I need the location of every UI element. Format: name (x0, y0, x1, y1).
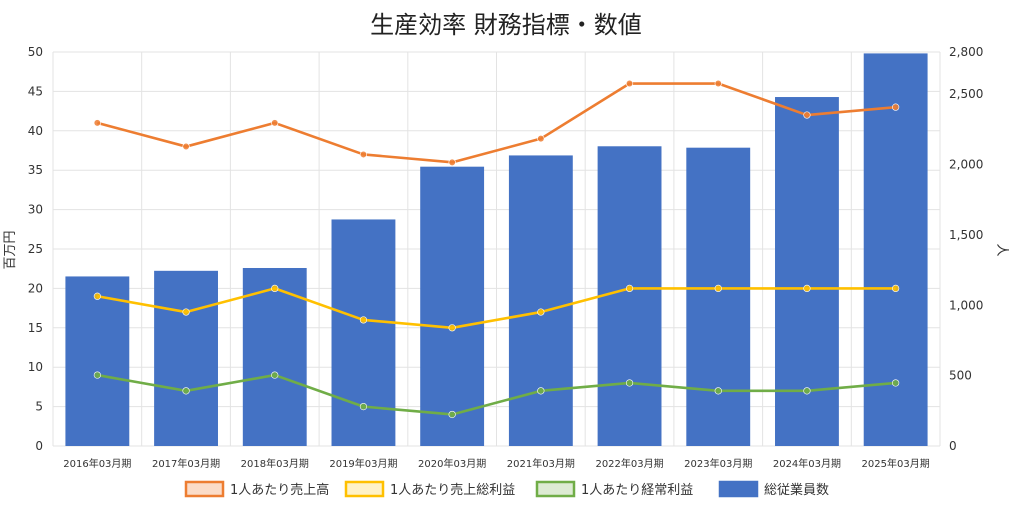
grid (52, 51, 941, 447)
legend-swatch (184, 480, 225, 498)
data-point (448, 158, 456, 166)
data-point (182, 142, 190, 151)
legend-label: 総従業員数 (764, 482, 829, 498)
x-tick-label: 2021年03月期 (507, 457, 575, 470)
y-tick-label: 50 (28, 45, 43, 59)
y-tick-label: 10 (28, 360, 43, 374)
bar (597, 146, 662, 446)
legend-label: 1人あたり売上総利益 (390, 482, 515, 498)
data-point (625, 284, 634, 293)
y2-tick-label: 2,000 (949, 158, 983, 172)
y2-tick-label: 0 (949, 439, 957, 453)
data-point (359, 316, 368, 324)
legend-swatch (344, 480, 385, 498)
legend-swatch (718, 480, 759, 498)
y-tick-label: 45 (28, 84, 43, 98)
data-point (537, 308, 545, 316)
data-point (448, 410, 456, 419)
y-tick-label: 35 (28, 163, 43, 177)
y-tick-label: 40 (28, 124, 43, 138)
y-tick-label: 30 (28, 203, 43, 217)
data-point (537, 135, 545, 143)
chart-title: 生産効率 財務指標・数値 (370, 11, 642, 39)
y-tick-label: 0 (35, 439, 43, 453)
y-tick-label: 15 (28, 321, 43, 335)
data-point (93, 292, 101, 300)
right-axis-ticks: 0 500 1,000 1,500 2,000 2,500 2,800 (949, 45, 983, 453)
data-point (448, 324, 456, 332)
legend-label: 1人あたり売上高 (230, 482, 329, 498)
x-tick-label: 2023年03月期 (684, 457, 752, 470)
bar (420, 166, 485, 447)
legend: 1人あたり売上高 1人あたり売上総利益 1人あたり経常利益 総従業員数 (184, 480, 829, 498)
x-tick-label: 2020年03月期 (418, 457, 486, 470)
y2-tick-label: 500 (949, 369, 972, 383)
data-point (625, 379, 634, 387)
data-point (93, 119, 101, 127)
x-tick-label: 2016年03月期 (63, 457, 131, 470)
data-point (892, 379, 900, 387)
series-line (97, 287, 896, 330)
data-point (803, 387, 811, 395)
legend-label: 1人あたり経常利益 (581, 483, 693, 498)
bar (686, 147, 751, 446)
y2-tick-label: 2,500 (949, 87, 983, 101)
data-point (271, 119, 279, 127)
data-point (803, 111, 811, 119)
data-point (892, 103, 900, 111)
series-line (97, 82, 896, 164)
line-series (93, 79, 900, 419)
data-point (803, 284, 811, 293)
data-point (271, 371, 279, 379)
data-point (271, 284, 279, 293)
data-point (182, 387, 190, 395)
x-tick-label: 2017年03月期 (152, 457, 220, 470)
y2-axis-label: 人 (994, 243, 1009, 256)
x-tick-label: 2024年03月期 (773, 457, 841, 470)
data-point (625, 79, 634, 88)
x-tick-label: 2025年03月期 (862, 457, 930, 470)
bar (65, 276, 130, 446)
bar (154, 270, 218, 446)
data-point (892, 284, 900, 293)
data-point (714, 284, 722, 293)
series-line (97, 373, 896, 416)
y-tick-label: 20 (28, 281, 43, 295)
data-point (714, 387, 722, 395)
x-axis-ticks: 2016年03月期 2017年03月期 2018年03月期 2019年03月期 2020… (63, 457, 929, 470)
bar (508, 155, 573, 447)
bar (331, 219, 396, 446)
data-point (537, 387, 545, 395)
left-axis-ticks: 0 5 10 15 20 25 30 35 40 45 50 (28, 45, 43, 453)
y-axis-label: 百万円 (3, 230, 18, 269)
y-tick-label: 5 (35, 400, 43, 414)
data-point (714, 79, 722, 88)
data-point (359, 150, 368, 159)
x-tick-label: 2022年03月期 (595, 457, 663, 470)
legend-swatch (535, 480, 576, 498)
x-tick-label: 2018年03月期 (241, 457, 309, 470)
data-point (359, 403, 368, 411)
y2-tick-label: 1,000 (949, 298, 983, 312)
bar (242, 267, 307, 446)
data-point (93, 371, 101, 379)
x-tick-label: 2019年03月期 (329, 457, 397, 470)
y2-tick-label: 1,500 (949, 228, 983, 242)
bar (863, 53, 928, 447)
y2-tick-label: 2,800 (949, 45, 983, 59)
y-tick-label: 25 (28, 242, 43, 256)
data-point (182, 308, 190, 316)
